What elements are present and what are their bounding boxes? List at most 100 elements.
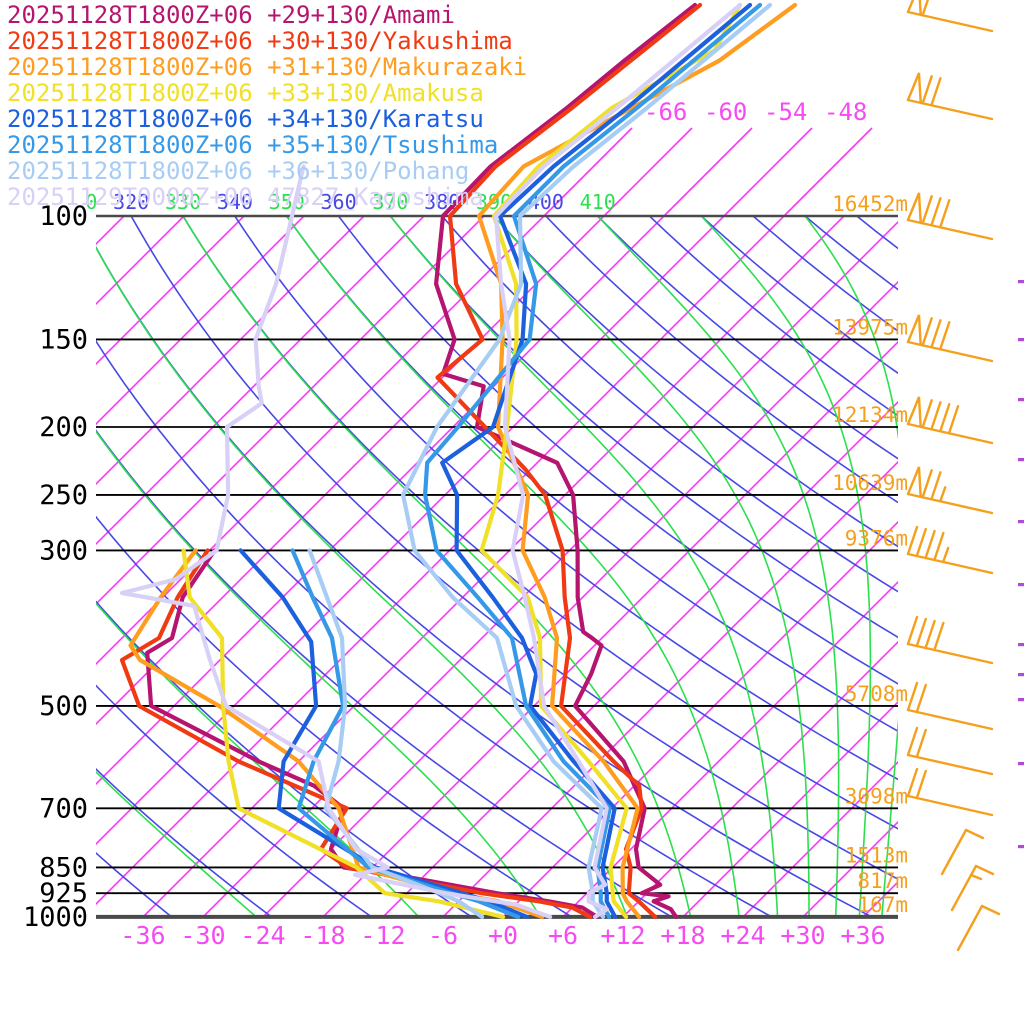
wind-barbs xyxy=(906,0,1001,952)
legend-station-label: +31+130/Makurazaki xyxy=(267,53,528,81)
legend-time: 20251129T0000Z+00 xyxy=(7,183,253,211)
isotherm-line xyxy=(502,520,898,917)
temperature-trace-amami xyxy=(434,2,698,920)
thetae-label: 370 xyxy=(372,190,408,214)
height-label: 16452m xyxy=(832,192,908,216)
edge-marks xyxy=(1018,280,1024,849)
isotherm-line xyxy=(96,216,425,546)
legend: 20251128T1800Z+06 +29+130/Amami 20251128T… xyxy=(7,2,527,210)
isotherm-extension-line xyxy=(543,127,633,217)
dewpoint-trace-kagoshima xyxy=(119,164,553,920)
thetae-label: 310 xyxy=(61,190,97,214)
height-label: 5708m xyxy=(845,682,908,706)
theta-label: 360 xyxy=(320,190,356,214)
moist-adiabat-line xyxy=(904,216,950,931)
dewpoint-trace-amakusa xyxy=(181,548,506,920)
wind-barb xyxy=(906,466,994,515)
edge-mark xyxy=(1018,845,1024,849)
legend-time: 20251128T1800Z+06 xyxy=(7,1,253,29)
edge-mark xyxy=(1018,520,1024,524)
wind-barb xyxy=(956,904,1001,952)
legend-item: 20251128T1800Z+06 +30+130/Yakushima xyxy=(7,28,527,54)
edge-mark xyxy=(1018,338,1024,342)
isotherm-extension-line xyxy=(663,127,753,217)
temperature-trace-amakusa xyxy=(479,2,743,920)
legend-item: 20251128T1800Z+06 +36+130/Pohang xyxy=(7,158,527,184)
wind-barb xyxy=(906,192,994,241)
edge-mark xyxy=(1018,643,1024,647)
isotherm-line xyxy=(682,700,898,917)
height-label: 817m xyxy=(857,869,908,893)
pressure-label: 200 xyxy=(39,412,88,443)
dewpoint-trace-yakushima xyxy=(119,548,593,920)
isotherm-line xyxy=(96,216,485,606)
dry-adiabat-line xyxy=(545,216,898,504)
dry-adiabat-line xyxy=(96,600,474,917)
edge-mark xyxy=(1018,698,1024,702)
wind-barb xyxy=(906,396,994,445)
height-label: 10639m xyxy=(832,471,908,495)
edge-mark xyxy=(1018,398,1024,402)
height-label: 3098m xyxy=(845,784,908,808)
axis-labels: -66 -60 -54 -48 100 16452m 150 13975m 200 12134m 2… xyxy=(23,98,908,950)
legend-station-label: +35+130/Tsushima xyxy=(267,131,499,159)
temperature-trace-makurazaki xyxy=(476,2,798,920)
temp-tick-label: -6 xyxy=(428,921,458,950)
pressure-label: 850 xyxy=(39,852,88,883)
legend-item: 20251128T1800Z+06 +35+130/Tsushima xyxy=(7,132,527,158)
temperature-trace-tsushima xyxy=(423,2,763,920)
isotherm-line xyxy=(262,280,898,917)
isotherm-top-label: -66 xyxy=(644,98,687,126)
legend-item: 20251128T1800Z+06 +31+130/Makurazaki xyxy=(7,54,527,80)
temp-tick-label: -12 xyxy=(360,921,405,950)
isotherm-extensions xyxy=(543,127,873,217)
dry-adiabat-line xyxy=(96,768,274,917)
dry-adiabat-line xyxy=(597,216,898,460)
legend-time: 20251128T1800Z+06 xyxy=(7,157,253,185)
moist-adiabat-line xyxy=(804,216,898,917)
moist-adiabat-line xyxy=(96,602,420,917)
pressure-label: 300 xyxy=(39,535,88,566)
wind-barb xyxy=(906,726,994,776)
wind-barb xyxy=(906,72,994,121)
dry-adiabat-line xyxy=(96,429,674,917)
legend-item: 20251128T1800Z+06 +33+130/Amakusa xyxy=(7,80,527,106)
isotherm-line xyxy=(96,216,725,846)
wind-barb xyxy=(906,681,994,731)
pressure-label: 150 xyxy=(39,324,88,355)
legend-station-label: +29+130/Amami xyxy=(267,1,455,29)
isotherm-line xyxy=(622,640,898,917)
isotherm-line xyxy=(96,216,185,306)
dry-adiabat-line xyxy=(909,216,1024,931)
isotherm-line xyxy=(96,216,305,426)
dry-adiabat-line xyxy=(493,216,898,548)
temp-tick-label: +36 xyxy=(840,921,885,950)
moist-adiabat-line xyxy=(96,430,542,917)
edge-mark xyxy=(1018,673,1024,677)
isotherm-top-label: -48 xyxy=(824,98,867,126)
temp-tick-label: -36 xyxy=(120,921,165,950)
isotherm-line xyxy=(202,220,898,917)
dry-adiabat-line xyxy=(648,216,898,417)
isotherm-line xyxy=(742,760,898,917)
isotherm-line xyxy=(96,216,245,366)
moist-adiabat-line xyxy=(493,216,810,917)
temp-tick-label: +0 xyxy=(488,921,518,950)
theta-label: 320 xyxy=(113,190,149,214)
temp-tick-label: +24 xyxy=(720,921,765,950)
legend-time: 20251128T1800Z+06 xyxy=(7,53,253,81)
isotherm-line xyxy=(0,216,4,917)
legend-station-label: +30+130/Yakushima xyxy=(267,27,513,55)
isotherm-extension-line xyxy=(603,127,693,217)
pressure-label: 700 xyxy=(39,793,88,824)
height-label: 9376m xyxy=(845,526,908,550)
wind-barb xyxy=(906,314,994,363)
legend-station-label: +33+130/Amakusa xyxy=(267,79,484,107)
edge-mark xyxy=(1018,280,1024,284)
isotherm-line xyxy=(442,460,898,917)
dry-adiabat-line xyxy=(96,684,374,917)
wind-barb xyxy=(906,525,994,575)
pressure-label: 500 xyxy=(39,691,88,722)
